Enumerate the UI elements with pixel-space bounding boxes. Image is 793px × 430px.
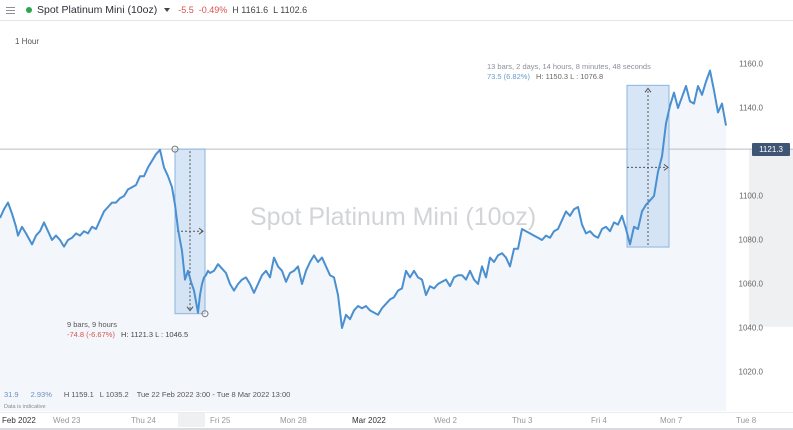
- measure-up-duration: 13 bars, 2 days, 14 hours, 8 minutes, 48…: [487, 62, 651, 71]
- price-axis-shade: [749, 149, 793, 327]
- y-tick: 1100.0: [739, 191, 763, 201]
- x-tick: Thu 3: [512, 416, 533, 425]
- arrow-head-icon: [644, 87, 652, 93]
- x-tick: Mon 28: [280, 416, 307, 425]
- session-high: H 1161.6: [232, 5, 269, 15]
- y-tick: 1160.0: [739, 59, 763, 69]
- measure-start-point-icon: [171, 145, 179, 153]
- measure-down-change: -74.8 (-6.67%): [67, 330, 115, 339]
- measure-end-point-icon: [201, 310, 209, 318]
- y-tick: 1140.0: [739, 103, 763, 113]
- market-status-dot: [26, 7, 32, 13]
- range-change-percent: 2.93%: [30, 390, 52, 399]
- data-indicative-note: Data is indicative: [4, 404, 46, 410]
- y-tick: 1020.0: [738, 367, 763, 377]
- x-tick: Mar 2022: [352, 416, 386, 425]
- interval-label[interactable]: 1 Hour: [15, 37, 40, 46]
- x-tick: Wed 23: [53, 416, 81, 425]
- instrument-header: Spot Platinum Mini (10oz) -5.5 -0.49% H …: [0, 0, 793, 21]
- x-tick: Feb 2022: [2, 416, 36, 425]
- x-tick: Tue 8: [736, 416, 757, 425]
- measure-up-change: 73.5 (6.82%): [487, 72, 530, 81]
- range-stats: 31.9 2.93% H 1159.1 L 1035.2 Tue 22 Feb …: [4, 390, 302, 399]
- range-low: L 1035.2: [99, 390, 129, 399]
- x-tick: Wed 2: [434, 416, 457, 425]
- x-tick: Fri 25: [210, 416, 231, 425]
- measure-box-up: [626, 84, 670, 248]
- instrument-name[interactable]: Spot Platinum Mini (10oz): [37, 4, 158, 16]
- price-area: [0, 70, 726, 411]
- y-tick: 1080.0: [738, 235, 763, 245]
- session-low: L 1102.6: [273, 5, 308, 15]
- x-axis-highlight: [178, 413, 205, 427]
- price-chart[interactable]: [0, 21, 793, 411]
- arrow-head-icon: [186, 306, 194, 312]
- y-tick: 1040.0: [738, 323, 763, 333]
- arrow-head-icon: [663, 163, 669, 171]
- price-change: -5.5: [178, 5, 194, 15]
- chart-watermark: Spot Platinum Mini (10oz): [250, 203, 537, 231]
- x-tick: Fri 4: [591, 416, 607, 425]
- measure-down-range: H: 1121.3 L : 1046.5: [121, 330, 189, 339]
- x-tick: Mon 7: [660, 416, 683, 425]
- price-line: [0, 69, 727, 329]
- measure-up-range: H: 1150.3 L : 1076.8: [536, 72, 604, 81]
- price-change-percent: -0.49%: [198, 5, 228, 15]
- range-high: H 1159.1: [63, 390, 94, 399]
- x-tick: Thu 24: [131, 416, 156, 425]
- arrow-head-icon: [198, 227, 204, 235]
- y-tick: 1060.0: [738, 279, 763, 289]
- measure-down-duration: 9 bars, 9 hours: [67, 320, 118, 329]
- chevron-down-icon[interactable]: [164, 8, 171, 12]
- current-price-tag: 1121.3: [752, 143, 790, 156]
- range-change: 31.9: [4, 390, 19, 399]
- measure-down-stats: -74.8 (-6.67%) H: 1121.3 L : 1046.5: [67, 330, 188, 340]
- x-axis[interactable]: Feb 2022 Wed 23 Thu 24 Fri 25 Mon 28 Mar 2022…: [0, 412, 793, 430]
- range-dates: Tue 22 Feb 2022 3:00 - Tue 8 Mar 2022 13…: [136, 390, 291, 399]
- measure-up-stats: 73.5 (6.82%) H: 1150.3 L : 1076.8: [487, 72, 603, 82]
- hamburger-menu-icon[interactable]: [6, 6, 15, 14]
